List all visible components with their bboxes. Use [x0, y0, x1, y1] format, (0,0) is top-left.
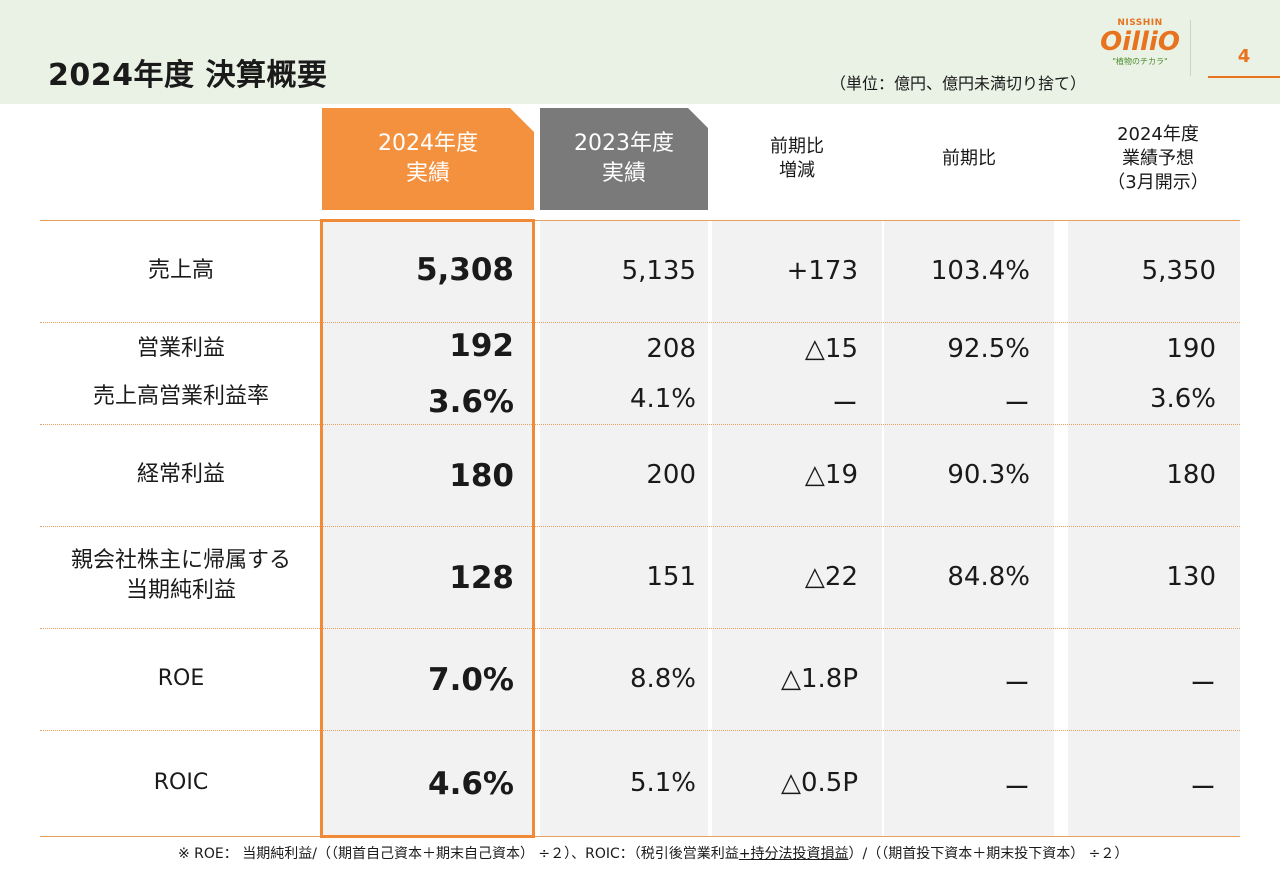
- cell-2023: 200: [646, 460, 696, 490]
- column-bg-forecast: [1068, 220, 1240, 836]
- cell-diff: △22: [804, 562, 858, 592]
- cell-2024: 180: [449, 458, 514, 494]
- row-label-roe: ROE: [157, 666, 205, 691]
- page-number: 4: [1237, 46, 1251, 67]
- row-divider: [40, 730, 1240, 731]
- column-bg-ratio: [884, 220, 1054, 836]
- cell-2023: 208: [646, 334, 696, 364]
- logo-top-text: NISSHIN: [1117, 18, 1163, 28]
- column-header-2024-actual: 2024年度 実績: [322, 108, 534, 210]
- column-header-2023-actual: 2023年度 実績: [540, 108, 708, 210]
- page-number-underline: [1208, 76, 1280, 78]
- footnote-underlined: +持分法投資損益: [738, 846, 849, 862]
- row-divider: [40, 322, 1240, 323]
- cell-2023: 5,135: [621, 256, 696, 286]
- cell-2024: 7.0%: [428, 662, 514, 698]
- cell-2023: 8.8%: [629, 664, 696, 694]
- row-label-net-sales: 売上高: [147, 258, 214, 283]
- logo-sub-text: "植物のチカラ": [1112, 57, 1168, 66]
- cell-forecast: 3.6%: [1149, 384, 1216, 414]
- cell-forecast: 180: [1166, 460, 1216, 490]
- cell-ratio: ー: [1003, 670, 1030, 700]
- row-divider: [40, 628, 1240, 629]
- row-divider: [40, 424, 1240, 425]
- cell-forecast: ー: [1189, 774, 1216, 804]
- row-divider: [40, 526, 1240, 527]
- row-label-operating-profit: 営業利益: [136, 336, 225, 361]
- cell-forecast: 130: [1166, 562, 1216, 592]
- cell-diff: △15: [804, 334, 858, 364]
- company-logo: NISSHIN OilliO "植物のチカラ": [1098, 18, 1182, 84]
- column-bg-2023: [540, 220, 708, 836]
- page-title: 2024年度 決算概要: [48, 58, 328, 93]
- row-label-operating-margin: 売上高営業利益率: [92, 384, 269, 409]
- cell-diff: +173: [786, 256, 858, 286]
- cell-diff: △19: [804, 460, 858, 490]
- row-label-roic: ROIC: [153, 770, 209, 795]
- cell-ratio: ー: [1003, 774, 1030, 804]
- cell-ratio: ー: [1003, 390, 1030, 420]
- cell-ratio: 84.8%: [947, 562, 1030, 592]
- cell-forecast: 190: [1166, 334, 1216, 364]
- cell-diff: ー: [831, 390, 858, 420]
- cell-2024: 5,308: [415, 252, 514, 288]
- cell-diff: △0.5P: [780, 768, 858, 798]
- cell-2023: 5.1%: [629, 768, 696, 798]
- row-label-ordinary-profit: 経常利益: [136, 462, 225, 487]
- footnote: ※ ROE： 当期純利益/（（期首自己資本＋期末自己資本） ÷２）、ROIC：（…: [178, 843, 1128, 863]
- cell-2024: 128: [449, 560, 514, 596]
- cell-2023: 4.1%: [629, 384, 696, 414]
- column-header-forecast: 2024年度 業績予想 （3月開示）: [1107, 123, 1209, 194]
- row-divider: [40, 220, 1240, 221]
- cell-forecast: 5,350: [1141, 256, 1216, 286]
- row-label-net-income: 親会社株主に帰属する 当期純利益: [70, 548, 291, 603]
- cell-forecast: ー: [1189, 670, 1216, 700]
- column-header-yoy-change: 前期比 増減: [770, 135, 824, 181]
- current-year-highlight-box: [320, 219, 535, 838]
- cell-ratio: 90.3%: [947, 460, 1030, 490]
- footnote-part1: ※ ROE： 当期純利益/（（期首自己資本＋期末自己資本） ÷２）、ROIC：（…: [178, 846, 739, 862]
- unit-note: （単位：億円、億円未満切り捨て）: [830, 74, 1087, 93]
- cell-2024: 4.6%: [428, 766, 514, 802]
- cell-2024: 192: [449, 328, 514, 364]
- header-divider: [1190, 20, 1191, 76]
- cell-ratio: 92.5%: [947, 334, 1030, 364]
- footnote-part2: ）/（（期首投下資本＋期末投下資本） ÷２）: [848, 846, 1129, 862]
- cell-2024: 3.6%: [428, 384, 514, 420]
- header-band: [0, 0, 1280, 104]
- cell-ratio: 103.4%: [930, 256, 1030, 286]
- column-bg-diff: [712, 220, 882, 836]
- cell-2023: 151: [646, 562, 696, 592]
- cell-diff: △1.8P: [780, 664, 858, 694]
- column-header-yoy-ratio: 前期比: [942, 147, 996, 169]
- table-bottom-border: [40, 836, 1240, 837]
- logo-main-text: OilliO: [1100, 27, 1180, 57]
